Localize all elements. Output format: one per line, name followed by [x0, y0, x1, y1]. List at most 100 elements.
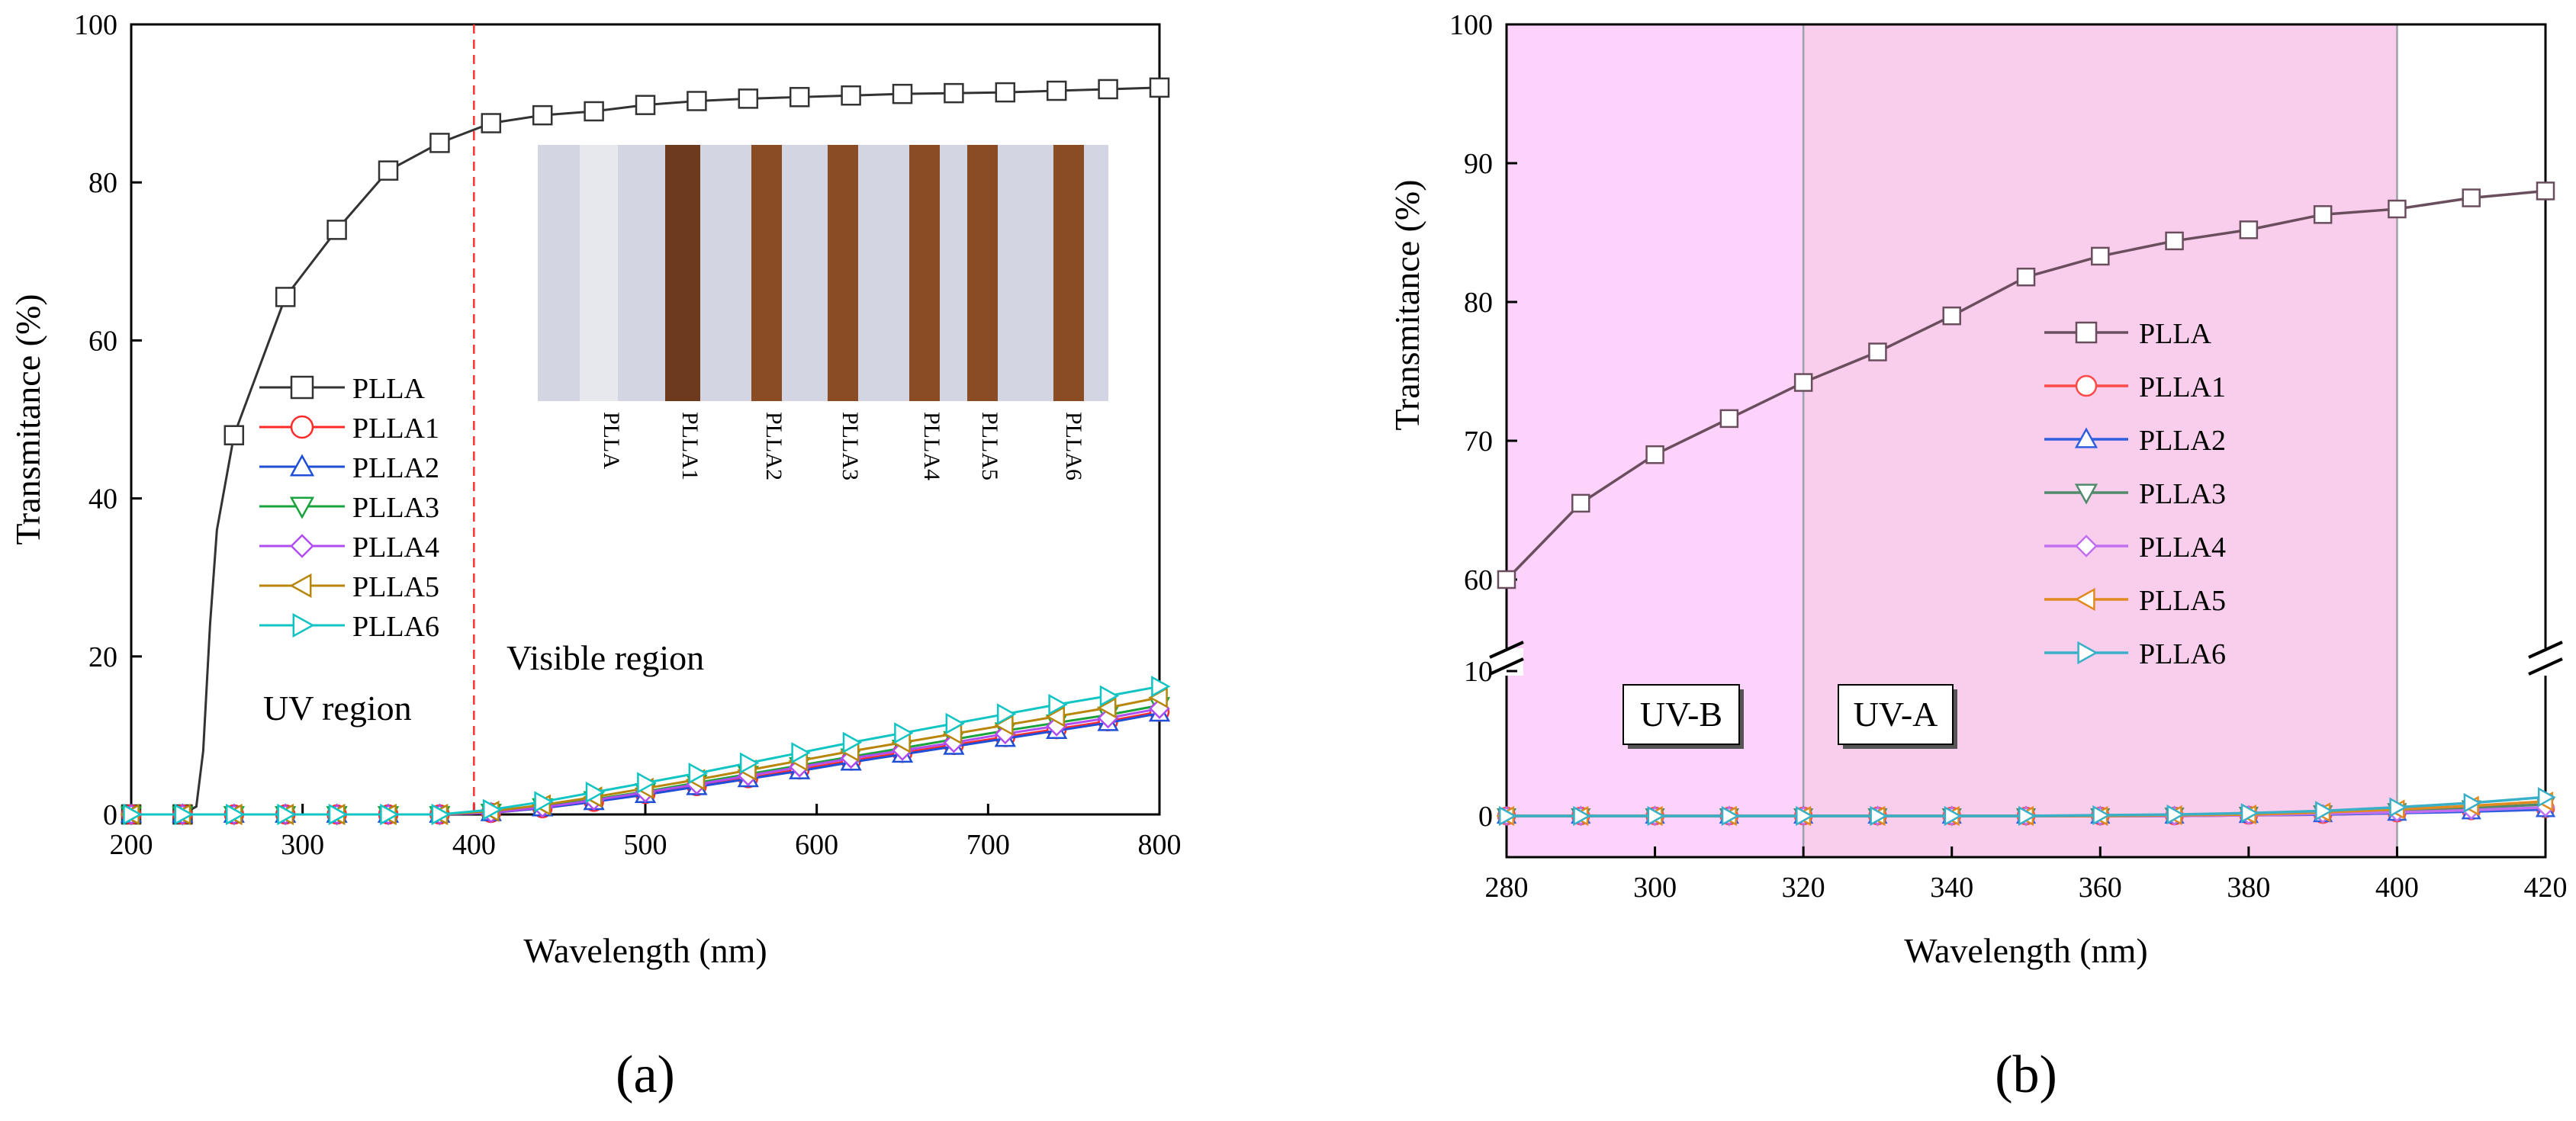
data-point [481, 113, 502, 133]
data-point [789, 87, 810, 108]
panel-label-a: (a) [616, 1046, 675, 1104]
x-axis-label: Wavelength (nm) [523, 931, 767, 970]
legend-label: PLLA [2139, 318, 2212, 350]
photo-strip-brown [751, 145, 782, 401]
legend-marker [290, 375, 314, 400]
x-tick-label: 340 [1930, 872, 1973, 904]
region-label-box [1838, 684, 1954, 745]
data-point [1098, 79, 1118, 100]
legend-marker [290, 534, 314, 558]
data-point [637, 772, 657, 794]
break-mark [1489, 657, 1524, 676]
data-point [2389, 797, 2408, 817]
legend-marker [289, 454, 315, 477]
data-point [1099, 685, 1120, 707]
data-point [584, 101, 604, 122]
y-tick-label: 10 [1464, 656, 1493, 688]
strip-label: PLLA1 [677, 412, 703, 480]
data-point [1942, 306, 1961, 326]
photo-background [538, 145, 1108, 401]
strip-label: PLLA6 [1061, 412, 1086, 480]
inset-photo [538, 145, 1108, 401]
photo-strip-brown [967, 145, 998, 401]
y-tick-label: 60 [88, 325, 117, 357]
legend-label: PLLA4 [352, 532, 439, 564]
data-point [1573, 805, 1591, 827]
legend-marker [2075, 374, 2098, 397]
photo-strip-plla [580, 145, 618, 401]
x-tick-label: 300 [281, 829, 324, 861]
legend-marker [290, 415, 314, 439]
x-tick-label: 500 [624, 829, 667, 861]
region-label-box [1622, 684, 1740, 745]
x-tick-label: 400 [2375, 872, 2419, 904]
break-mark [2528, 641, 2563, 659]
data-point [277, 803, 297, 826]
legend-label: PLLA1 [352, 413, 439, 445]
data-point [996, 703, 1017, 725]
data-point [739, 752, 760, 774]
data-point [688, 763, 708, 785]
data-point [2016, 267, 2036, 287]
data-point [635, 95, 656, 115]
data-point [174, 803, 194, 826]
data-point [995, 82, 1016, 103]
visible-region-label: Visible region [507, 638, 704, 677]
data-point [326, 220, 347, 240]
region-label: UV-A [1854, 695, 1938, 734]
data-point [1719, 409, 1739, 429]
data-point [482, 798, 503, 821]
break-mark [2528, 657, 2563, 676]
data-point [534, 791, 554, 813]
chart-a: 200 300 400 500 600 700 800 0 20 40 60 80 100 Wavelen… [8, 9, 1182, 1104]
data-point [585, 781, 606, 804]
data-point [1721, 805, 1740, 827]
x-tick-label: 300 [1633, 872, 1677, 904]
data-point [1645, 445, 1664, 464]
data-point [687, 91, 707, 111]
x-tick-label: 200 [110, 829, 153, 861]
data-point [380, 803, 400, 826]
break-mark [1489, 641, 1524, 659]
x-tick-label: 360 [2079, 872, 2122, 904]
y-axis-label: Transmitance (%) [1388, 179, 1426, 430]
y-tick-label: 80 [1464, 287, 1493, 319]
data-point [1046, 80, 1067, 101]
legend-label: PLLA3 [352, 492, 439, 524]
data-point [224, 425, 245, 445]
data-point [328, 803, 349, 826]
y-tick-label: 90 [1464, 148, 1493, 180]
data-point [2536, 181, 2555, 201]
data-point [738, 88, 759, 109]
photo-strip-brown [665, 145, 700, 401]
strip-label: PLLA2 [761, 412, 786, 480]
data-point [2166, 804, 2185, 825]
series-plla6 [123, 676, 1171, 826]
data-point [841, 85, 861, 106]
panel-label-b: (b) [1995, 1046, 2057, 1104]
data-point [2239, 220, 2259, 239]
strip-label: PLLA4 [919, 412, 944, 480]
x-tick-label: 380 [2227, 872, 2270, 904]
legend-label: PLLA4 [2139, 532, 2226, 564]
y-tick-label: 0 [103, 799, 117, 831]
data-point [1151, 676, 1171, 698]
data-point [2315, 801, 2333, 821]
series-plla [1497, 181, 2555, 589]
data-point [2463, 792, 2482, 814]
legend-marker [289, 573, 312, 599]
x-tick-label: 280 [1485, 872, 1529, 904]
data-point [944, 82, 964, 104]
legend-label: PLLA2 [2139, 425, 2226, 457]
photo-strip-brown [909, 145, 940, 401]
legend-label: PLLA5 [352, 571, 439, 603]
data-point [225, 803, 246, 826]
legend-marker [289, 496, 315, 519]
y-tick-label: 80 [88, 167, 117, 199]
data-point [1944, 805, 1963, 827]
data-point [2537, 787, 2556, 808]
data-point [431, 803, 451, 826]
legend-label: PLLA6 [2139, 638, 2226, 670]
photo-strip-brown [1053, 145, 1084, 401]
